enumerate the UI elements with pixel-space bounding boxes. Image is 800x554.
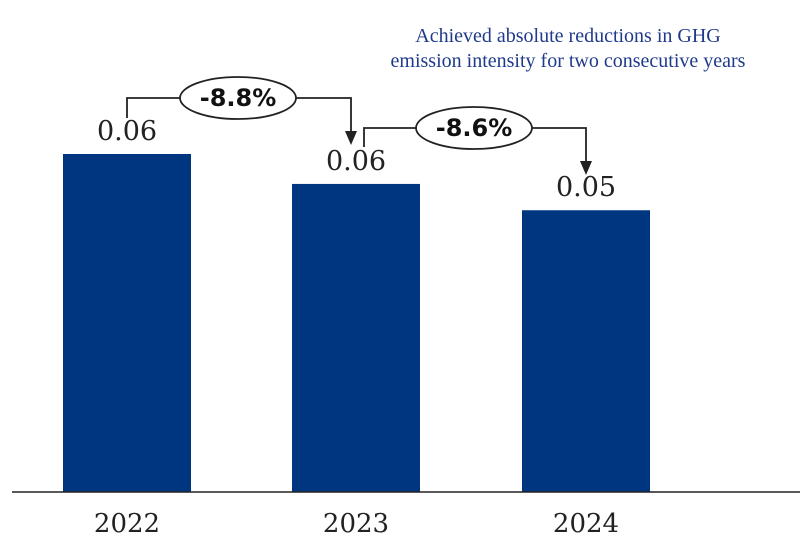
x-tick-group: 2022 2023 2024	[94, 509, 619, 539]
bar-2024	[522, 210, 650, 493]
x-tick-2023: 2023	[323, 509, 389, 539]
bar-2022	[63, 154, 191, 492]
bar-2023	[292, 183, 420, 493]
x-tick-2024: 2024	[553, 509, 619, 539]
change-bubble-2023-2024	[415, 106, 533, 150]
value-label-2024: 0.05	[556, 172, 616, 203]
annotation-line-1: Achieved absolute reductions in GHG	[415, 25, 720, 47]
annotation-group: Achieved absolute reductions in GHG emiss…	[391, 25, 746, 72]
value-label-2023: 0.06	[326, 146, 386, 177]
change-arrowhead-2023-2024	[580, 161, 592, 175]
change-label-2022-2023: -8.8%	[200, 84, 277, 112]
annotation-line-2: emission intensity for two consecutive y…	[391, 50, 746, 72]
value-label-2022: 0.06	[97, 116, 157, 147]
changes-group: -8.8% -8.6%	[126, 76, 592, 175]
change-bubble-2022-2023	[179, 76, 297, 120]
change-label-2023-2024: -8.6%	[436, 114, 513, 142]
change-arrowhead-2022-2023	[345, 131, 357, 145]
bars-group: 0.06 0.06 0.05	[63, 116, 650, 493]
x-tick-2022: 2022	[94, 509, 160, 539]
